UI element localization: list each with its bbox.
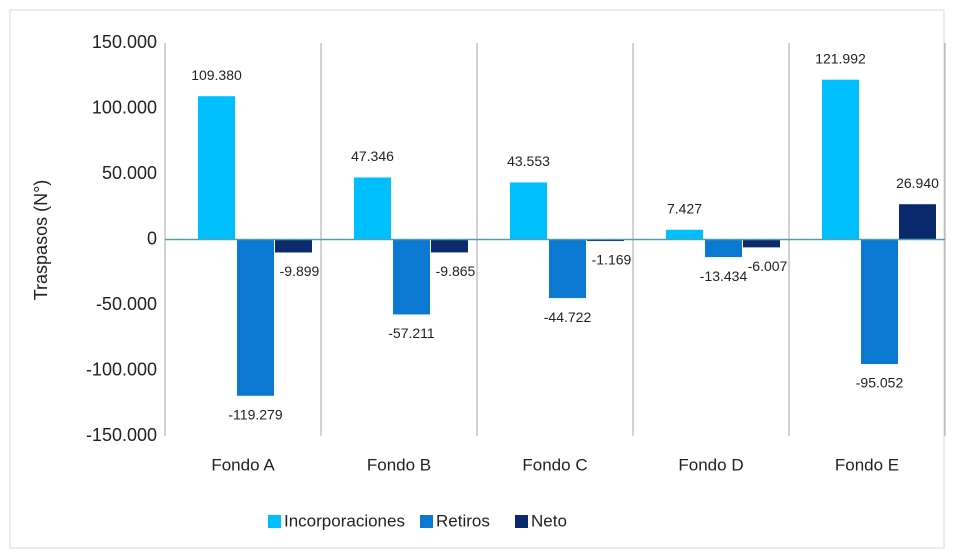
data-label: 43.553 bbox=[507, 153, 550, 169]
legend-label: Neto bbox=[531, 511, 567, 530]
legend-swatch bbox=[515, 515, 528, 528]
x-tick-label: Fondo A bbox=[211, 455, 275, 474]
bar bbox=[743, 239, 780, 248]
x-tick-label: Fondo D bbox=[678, 455, 743, 474]
y-axis-label: Traspasos (N°) bbox=[31, 180, 51, 301]
bar bbox=[510, 182, 547, 240]
bar bbox=[822, 79, 859, 240]
data-label: -9.865 bbox=[436, 263, 476, 279]
bar bbox=[861, 239, 898, 365]
bar bbox=[198, 96, 235, 240]
bar bbox=[354, 177, 391, 240]
bar bbox=[549, 239, 586, 299]
bar bbox=[393, 239, 430, 315]
y-tick-label: -50.000 bbox=[96, 294, 157, 314]
bar bbox=[275, 239, 312, 253]
bar bbox=[587, 239, 624, 242]
data-label: -44.722 bbox=[544, 309, 592, 325]
x-tick-label: Fondo C bbox=[522, 455, 587, 474]
data-label: -95.052 bbox=[856, 375, 904, 391]
x-tick-label: Fondo B bbox=[367, 455, 431, 474]
legend-swatch bbox=[268, 515, 281, 528]
legend-label: Retiros bbox=[436, 511, 490, 530]
y-tick-label: 0 bbox=[147, 228, 157, 248]
data-label: -6.007 bbox=[748, 258, 788, 274]
data-label: 109.380 bbox=[191, 67, 242, 83]
y-tick-label: -150.000 bbox=[86, 425, 157, 445]
bar bbox=[666, 229, 703, 240]
y-tick-label: -100.000 bbox=[86, 359, 157, 379]
x-tick-label: Fondo E bbox=[835, 455, 899, 474]
bar bbox=[237, 239, 274, 396]
bar bbox=[899, 204, 936, 240]
bar bbox=[431, 239, 468, 253]
data-label: 47.346 bbox=[351, 148, 394, 164]
data-label: 7.427 bbox=[667, 200, 702, 216]
legend-swatch bbox=[420, 515, 433, 528]
data-label: -9.899 bbox=[280, 263, 320, 279]
data-label: -13.434 bbox=[700, 268, 748, 284]
data-label: 121.992 bbox=[815, 50, 866, 66]
data-label: -119.279 bbox=[228, 406, 282, 422]
y-tick-label: 50.000 bbox=[102, 163, 157, 183]
y-tick-label: 150.000 bbox=[92, 32, 157, 52]
data-label: -1.169 bbox=[592, 252, 632, 268]
data-label: 26.940 bbox=[896, 175, 939, 191]
y-tick-label: 100.000 bbox=[92, 97, 157, 117]
data-label: -57.211 bbox=[388, 325, 435, 341]
legend-label: Incorporaciones bbox=[284, 511, 405, 530]
bar bbox=[705, 239, 742, 258]
